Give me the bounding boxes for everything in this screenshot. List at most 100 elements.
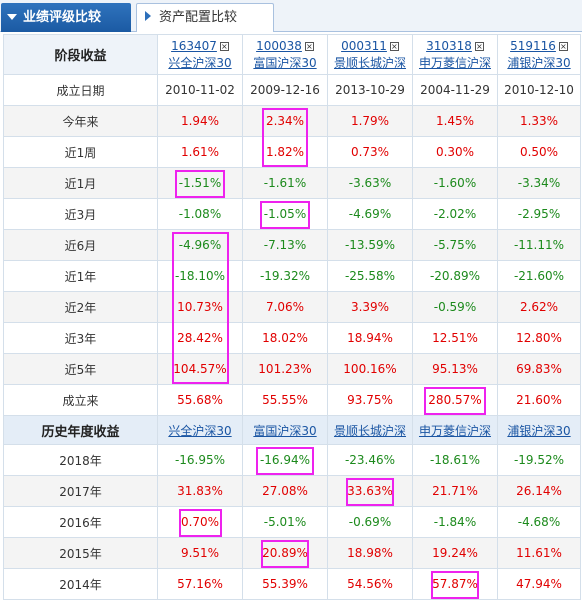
return-value-cell: 18.94% bbox=[327, 322, 413, 354]
return-value-cell: 18.98% bbox=[327, 537, 413, 569]
fund-code-link[interactable]: 100038 bbox=[256, 38, 302, 53]
return-value-cell: -2.02% bbox=[412, 198, 498, 230]
return-value-cell: -0.69% bbox=[327, 506, 413, 538]
period_rows-row: 近1月 -1.51% -1.61% -3.63% -1.60% -3.34% bbox=[3, 167, 581, 199]
return-value-cell: -18.10% bbox=[157, 260, 243, 292]
tab-label: 业绩评级比较 bbox=[23, 10, 102, 25]
row-label: 2017年 bbox=[3, 475, 158, 507]
caret-right-icon bbox=[145, 11, 151, 21]
row-label: 今年来 bbox=[3, 105, 158, 137]
fund-header-cell: 100038 × 富国沪深30 bbox=[242, 34, 328, 75]
inception-date-row: 成立日期 2010-11-02 2009-12-16 2013-10-29 2004-1… bbox=[3, 74, 581, 106]
tab-label: 资产配置比较 bbox=[159, 10, 238, 25]
period_rows-row: 近6月 -4.96% -7.13% -13.59% -5.75% -11.11% bbox=[3, 229, 581, 261]
row-label: 近2年 bbox=[3, 291, 158, 323]
fund-code-link[interactable]: 310318 bbox=[426, 38, 472, 53]
return-value-cell: 12.80% bbox=[497, 322, 581, 354]
return-value-cell: 55.55% bbox=[242, 384, 328, 416]
return-value-cell: 9.51% bbox=[157, 537, 243, 569]
return-value-cell: -5.75% bbox=[412, 229, 498, 261]
tab-bar: 业绩评级比较 资产配置比较 bbox=[0, 0, 582, 32]
remove-fund-icon[interactable]: × bbox=[304, 41, 314, 51]
period_rows-row: 近3年 28.42% 18.02% 18.94% 12.51% 12.80% bbox=[3, 322, 581, 354]
return-value-cell: 47.94% bbox=[497, 568, 581, 600]
inception-date-cell: 2013-10-29 bbox=[327, 74, 413, 106]
remove-fund-icon[interactable]: × bbox=[219, 41, 229, 51]
row-label: 近1周 bbox=[3, 136, 158, 168]
fund-name-link[interactable]: 富国沪深30 bbox=[253, 55, 317, 70]
return-value-cell: 1.61% bbox=[157, 136, 243, 168]
fund-name-link[interactable]: 浦银沪深30 bbox=[507, 55, 571, 70]
return-value-cell: 21.71% bbox=[412, 475, 498, 507]
fund-name-link[interactable]: 申万菱信沪深 bbox=[418, 423, 491, 438]
fund-name-link[interactable]: 浦银沪深30 bbox=[507, 423, 571, 438]
row-label: 2016年 bbox=[3, 506, 158, 538]
return-value-cell: -5.01% bbox=[242, 506, 328, 538]
return-value-cell: 2.62% bbox=[497, 291, 581, 323]
fund-comparison-table: 阶段收益 163407 × 兴全沪深30 100038 × 富国沪深30 000311 × 景顺长… bbox=[3, 34, 581, 600]
period_rows-row: 近5年 104.57% 101.23% 100.16% 95.13% 69.83% bbox=[3, 353, 581, 385]
return-value-cell: -3.63% bbox=[327, 167, 413, 199]
fund-header-cell: 浦银沪深30 bbox=[497, 415, 581, 445]
return-value-cell: 101.23% bbox=[242, 353, 328, 385]
return-value-cell: -19.32% bbox=[242, 260, 328, 292]
tab-performance-comparison[interactable]: 业绩评级比较 bbox=[1, 3, 131, 32]
return-value-cell: -21.60% bbox=[497, 260, 581, 292]
remove-fund-icon[interactable]: × bbox=[558, 41, 568, 51]
return-value-cell: -0.59% bbox=[412, 291, 498, 323]
return-value-cell: 54.56% bbox=[327, 568, 413, 600]
return-value-cell: 19.24% bbox=[412, 537, 498, 569]
return-value-cell: -1.61% bbox=[242, 167, 328, 199]
fund-name-link[interactable]: 申万菱信沪深 bbox=[418, 55, 491, 70]
fund-name-link[interactable]: 景顺长城沪深 bbox=[333, 55, 406, 70]
fund-header-cell: 景顺长城沪深 bbox=[327, 415, 413, 445]
fund-name-link[interactable]: 富国沪深30 bbox=[253, 423, 317, 438]
fund-name-link[interactable]: 景顺长城沪深 bbox=[333, 423, 406, 438]
annual_rows-row: 2015年 9.51% 20.89% 18.98% 19.24% 11.61% bbox=[3, 537, 581, 569]
row-label: 近5年 bbox=[3, 353, 158, 385]
return-value-cell: 12.51% bbox=[412, 322, 498, 354]
return-value-cell: 18.02% bbox=[242, 322, 328, 354]
return-value-cell: -3.34% bbox=[497, 167, 581, 199]
return-value-cell: 31.83% bbox=[157, 475, 243, 507]
return-value-cell: -1.08% bbox=[157, 198, 243, 230]
return-value-cell: 55.68% bbox=[157, 384, 243, 416]
return-value-cell: 10.73% bbox=[157, 291, 243, 323]
period_rows-row: 近1年 -18.10% -19.32% -25.58% -20.89% -21.60% bbox=[3, 260, 581, 292]
return-value-cell: -23.46% bbox=[327, 444, 413, 476]
period-returns-header: 阶段收益 bbox=[3, 34, 158, 75]
return-value-cell: -16.95% bbox=[157, 444, 243, 476]
return-value-cell: 33.63% bbox=[327, 475, 413, 507]
period_rows-row: 今年来 1.94% 2.34% 1.79% 1.45% 1.33% bbox=[3, 105, 581, 137]
remove-fund-icon[interactable]: × bbox=[389, 41, 399, 51]
return-value-cell: -1.05% bbox=[242, 198, 328, 230]
return-value-cell: -4.96% bbox=[157, 229, 243, 261]
fund-header-cell: 163407 × 兴全沪深30 bbox=[157, 34, 243, 75]
return-value-cell: 104.57% bbox=[157, 353, 243, 385]
fund-code-link[interactable]: 163407 bbox=[171, 38, 217, 53]
return-value-cell: 280.57% bbox=[412, 384, 498, 416]
return-value-cell: 3.39% bbox=[327, 291, 413, 323]
row-label: 近3月 bbox=[3, 198, 158, 230]
row-label: 成立来 bbox=[3, 384, 158, 416]
remove-fund-icon[interactable]: × bbox=[474, 41, 484, 51]
return-value-cell: 69.83% bbox=[497, 353, 581, 385]
inception-date-cell: 2010-11-02 bbox=[157, 74, 243, 106]
fund-code-link[interactable]: 519116 bbox=[510, 38, 556, 53]
fund-code-link[interactable]: 000311 bbox=[341, 38, 387, 53]
return-value-cell: 0.70% bbox=[157, 506, 243, 538]
row-label: 2018年 bbox=[3, 444, 158, 476]
fund-header-cell: 申万菱信沪深 bbox=[412, 415, 498, 445]
return-value-cell: 20.89% bbox=[242, 537, 328, 569]
return-value-cell: 28.42% bbox=[157, 322, 243, 354]
return-value-cell: -1.60% bbox=[412, 167, 498, 199]
fund-header-cell: 519116 × 浦银沪深30 bbox=[497, 34, 581, 75]
row-label: 近1月 bbox=[3, 167, 158, 199]
row-label: 近6月 bbox=[3, 229, 158, 261]
return-value-cell: 1.94% bbox=[157, 105, 243, 137]
fund-name-link[interactable]: 兴全沪深30 bbox=[168, 423, 232, 438]
tab-asset-allocation-comparison[interactable]: 资产配置比较 bbox=[136, 3, 274, 32]
fund-name-link[interactable]: 兴全沪深30 bbox=[168, 55, 232, 70]
period_rows-row: 近1周 1.61% 1.82% 0.73% 0.30% 0.50% bbox=[3, 136, 581, 168]
annual-header-row: 历史年度收益 兴全沪深30 富国沪深30 景顺长城沪深 申万菱信沪深 浦银沪深30 bbox=[3, 415, 581, 445]
